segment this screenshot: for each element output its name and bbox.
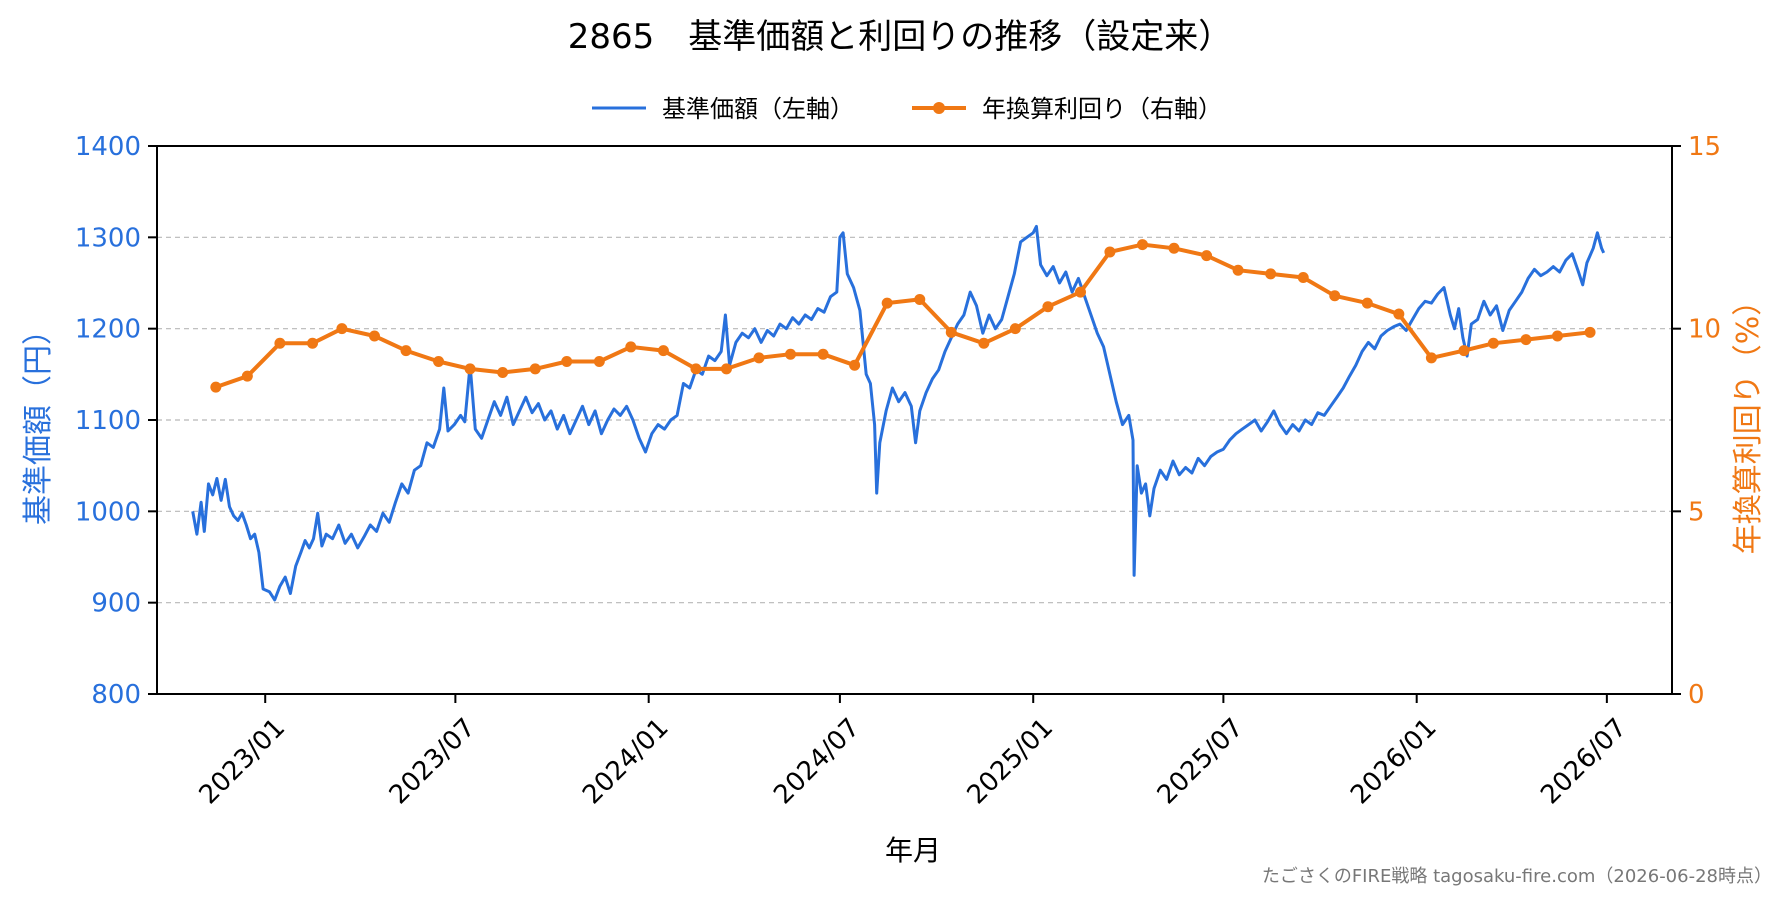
data-point-yield xyxy=(849,359,861,371)
grid xyxy=(157,236,1672,604)
data-point-yield xyxy=(1361,297,1373,309)
y-left-tick-label: 1000 xyxy=(75,497,141,527)
data-point-yield xyxy=(1201,250,1213,262)
data-point-yield xyxy=(978,337,990,349)
data-point-yield xyxy=(1329,290,1341,302)
data-point-yield xyxy=(1168,242,1180,254)
data-point-yield xyxy=(881,297,893,309)
data-point-yield xyxy=(1458,345,1470,357)
series-line-0 xyxy=(191,224,1606,602)
data-point-yield xyxy=(1232,264,1244,276)
data-point-yield xyxy=(657,345,669,357)
data-point-yield xyxy=(945,326,957,338)
y-left-tick-label: 1200 xyxy=(75,315,141,345)
x-tick-label: 2024/01 xyxy=(577,713,675,811)
x-axis-label: 年月 xyxy=(885,834,941,867)
x-tick-label: 2023/07 xyxy=(384,713,482,811)
data-point-yield xyxy=(593,356,605,368)
data-point-yield xyxy=(1136,239,1148,251)
chart-title: 2865 基準価額と利回りの推移（設定来） xyxy=(568,17,1233,57)
data-point-yield xyxy=(1265,268,1277,280)
legend-label-nav: 基準価額（左軸） xyxy=(662,95,854,123)
data-point-yield xyxy=(433,356,445,368)
data-point-yield xyxy=(1074,286,1086,298)
data-point-yield xyxy=(625,341,637,353)
data-point-yield xyxy=(561,356,573,368)
data-point-yield xyxy=(1297,272,1309,284)
y-left-tick-label: 900 xyxy=(91,589,141,619)
data-point-yield xyxy=(914,293,926,305)
x-tick-label: 2025/07 xyxy=(1152,713,1250,811)
data-point-yield xyxy=(400,345,412,357)
data-point-yield xyxy=(817,348,829,360)
data-point-yield xyxy=(497,367,509,379)
data-point-yield xyxy=(529,363,541,375)
data-point-yield xyxy=(1009,323,1021,335)
footnote: たごさくのFIRE戦略 tagosaku-fire.com（2026-06-28… xyxy=(1262,866,1772,887)
data-point-yield xyxy=(753,352,765,364)
y-axis-left-label: 基準価額（円） xyxy=(21,315,56,525)
y-right-tick-label: 5 xyxy=(1688,497,1705,527)
y-left-tick-label: 800 xyxy=(91,680,141,710)
data-point-yield xyxy=(1551,330,1563,342)
x-tick-label: 2026/01 xyxy=(1345,713,1443,811)
data-point-yield xyxy=(1425,352,1437,364)
x-tick-label: 2024/07 xyxy=(768,713,866,811)
data-point-yield xyxy=(690,363,702,375)
y-left-tick-label: 1100 xyxy=(75,406,141,436)
y-left-tick-label: 1400 xyxy=(75,132,141,162)
ticks: 800 900 1000 1100 1200 1300 1400 0 5 10 15 2023/01 2… xyxy=(75,132,1721,810)
y-axis-right-label: 年換算利回り（%） xyxy=(1731,286,1766,555)
data-point-yield xyxy=(274,337,286,349)
series-layer xyxy=(191,224,1606,602)
legend: 基準価額（左軸） 年換算利回り（右軸） xyxy=(592,95,1222,123)
data-point-yield xyxy=(306,337,318,349)
y-right-tick-label: 10 xyxy=(1688,315,1721,345)
legend-marker-yield xyxy=(933,102,945,114)
data-point-yield xyxy=(336,323,348,335)
y-right-tick-label: 0 xyxy=(1688,680,1705,710)
y-left-tick-label: 1300 xyxy=(75,223,141,253)
data-point-yield xyxy=(1584,326,1596,338)
data-point-yield xyxy=(241,370,253,382)
data-point-yield xyxy=(210,381,222,393)
data-point-yield xyxy=(1487,337,1499,349)
data-point-yield xyxy=(464,363,476,375)
data-point-yield xyxy=(1042,301,1054,313)
legend-label-yield: 年換算利回り（右軸） xyxy=(982,95,1222,123)
x-tick-label: 2026/07 xyxy=(1535,713,1633,811)
y-right-tick-label: 15 xyxy=(1688,132,1721,162)
series-line-1 xyxy=(215,242,1591,389)
data-point-yield xyxy=(1393,308,1405,320)
data-point-yield xyxy=(368,330,380,342)
x-tick-label: 2025/01 xyxy=(962,713,1060,811)
x-tick-label: 2023/01 xyxy=(194,713,292,811)
data-point-yield xyxy=(785,348,797,360)
data-point-yield xyxy=(1104,246,1116,258)
data-point-yield xyxy=(1520,334,1532,346)
data-point-yield xyxy=(720,363,732,375)
